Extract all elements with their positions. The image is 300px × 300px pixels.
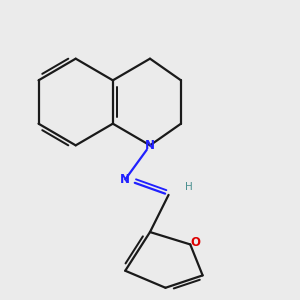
Text: O: O	[190, 236, 200, 249]
Text: H: H	[185, 182, 193, 192]
Text: N: N	[145, 139, 155, 152]
Text: N: N	[120, 173, 130, 186]
